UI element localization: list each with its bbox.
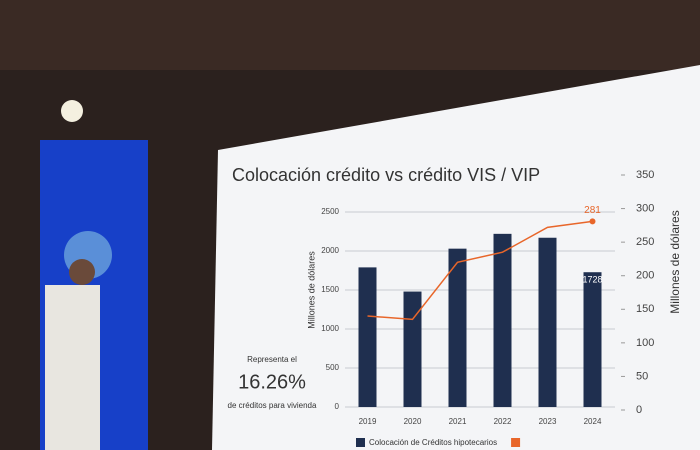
data-label: 281: [584, 205, 601, 216]
y-axis-title: Millones de dólares: [306, 251, 316, 329]
bar: [358, 267, 377, 407]
y2-tick-label: 350: [636, 169, 654, 181]
y2-tick-label: 200: [636, 270, 654, 282]
y2-tick-label: 300: [636, 202, 654, 214]
speaker-head: [69, 259, 95, 285]
x-tick-label: 2023: [539, 417, 557, 426]
y-tick-label: 1500: [321, 285, 339, 294]
spotlight: [61, 100, 83, 122]
bar: [493, 233, 512, 407]
bar: [583, 272, 602, 407]
data-label: 1728: [582, 275, 602, 285]
chart-title: Colocación crédito vs crédito VIS / VIP: [232, 165, 540, 185]
annotation: de créditos para vivienda: [228, 401, 317, 410]
y2-tick-label: 0: [636, 404, 642, 416]
legend-swatch: [511, 438, 521, 447]
x-tick-label: 2024: [584, 417, 602, 426]
ceiling: [0, 0, 700, 70]
y-tick-label: 2000: [321, 246, 339, 255]
line: [367, 220, 593, 321]
y2-axis-title: Millones de dólares: [668, 210, 682, 313]
y2-tick-label: 150: [636, 303, 654, 315]
speaker: [45, 285, 100, 450]
y-tick-label: 0: [335, 402, 340, 411]
y-tick-label: 2500: [321, 207, 339, 216]
y2-tick-label: 100: [636, 337, 654, 349]
x-tick-label: 2021: [449, 417, 467, 426]
legend-swatch: [356, 438, 365, 447]
y-tick-label: 1000: [321, 324, 339, 333]
x-tick-label: 2020: [404, 417, 422, 426]
bar: [538, 237, 557, 407]
y2-tick-label: 50: [636, 370, 648, 382]
y2-tick-label: 250: [636, 236, 654, 248]
x-tick-label: 2019: [359, 417, 377, 426]
point: [589, 218, 596, 225]
annotation: Representa el: [247, 355, 297, 364]
annotation: 16.26%: [238, 371, 306, 393]
bar: [448, 248, 467, 407]
y-tick-label: 500: [326, 363, 340, 372]
x-tick-label: 2022: [494, 417, 512, 426]
legend-label: Colocación de Créditos hipotecarios: [369, 438, 497, 447]
bar: [403, 291, 422, 407]
